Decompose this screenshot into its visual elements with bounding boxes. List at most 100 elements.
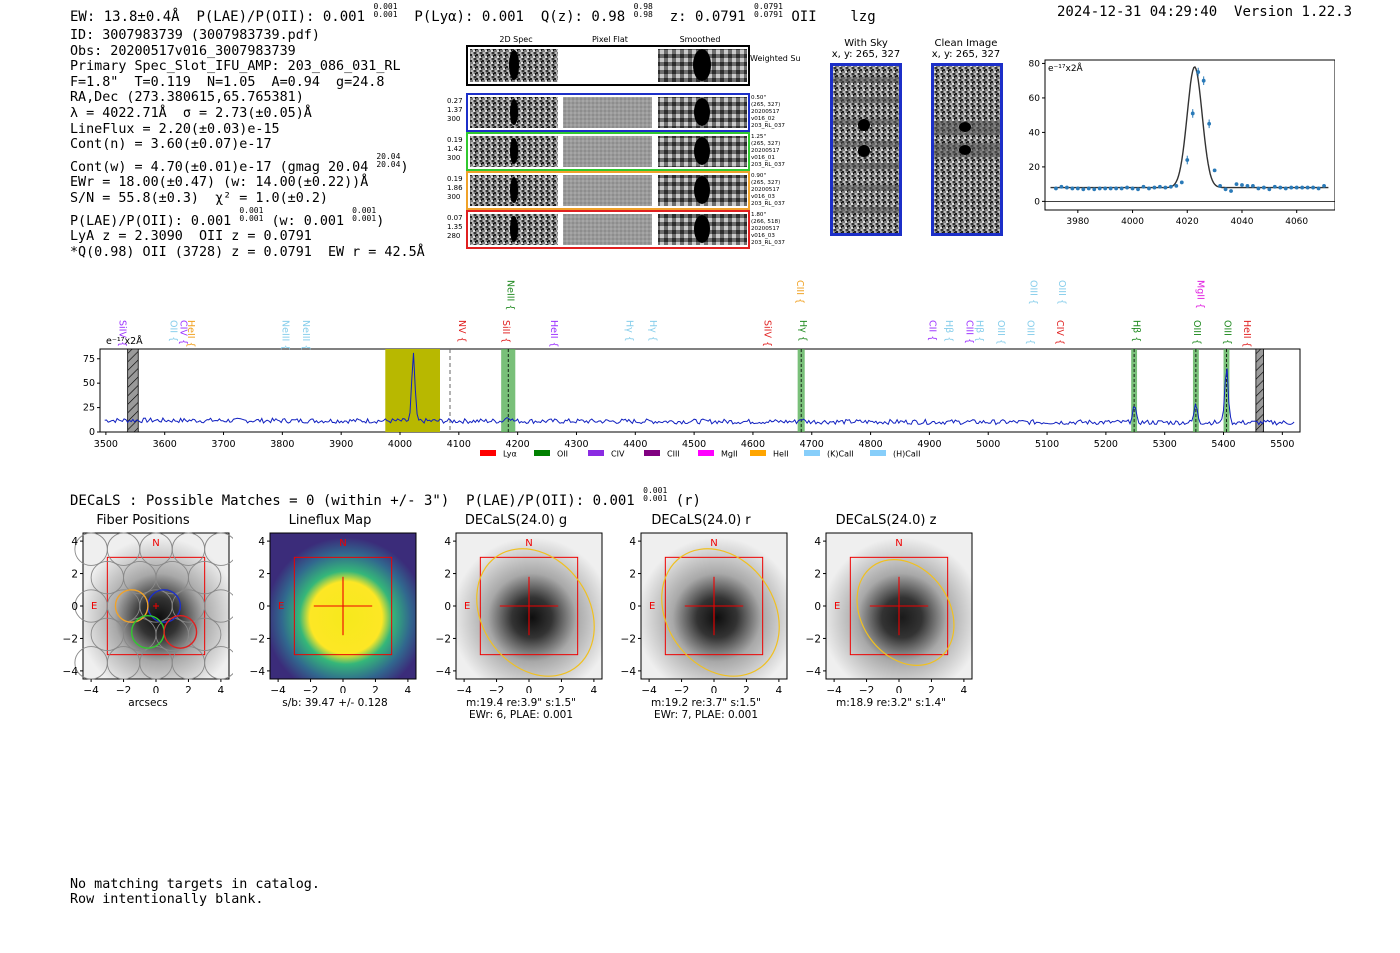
cutout-right-label: 203_RL_037 (751, 240, 785, 246)
catalog-note-line2: Row intentionally blank. (70, 892, 264, 907)
fit-data-point (1075, 186, 1080, 191)
fit-data-point (1267, 187, 1272, 192)
fit-data-point (1125, 185, 1129, 190)
compass-e: E (834, 601, 840, 612)
cutout-source-smoothed (694, 215, 710, 243)
spectrum-legend-label: MgII (721, 450, 738, 459)
panel-caption: m:19.2 re:3.7" s:1.5" EWr: 7, PLAE: 0.001 (651, 697, 761, 721)
fit-xtick-label: 4000 (1121, 217, 1144, 227)
panel-title: Lineflux Map (288, 513, 372, 528)
header-meta: 2024-12-31 04:29:40 Version 1.22.3 (1057, 4, 1352, 20)
panel-xtick-label: −4 (270, 685, 286, 693)
spectrum-xtick-label: 4000 (388, 439, 412, 450)
fit-ylabel: e⁻¹⁷x2Å (1048, 62, 1084, 74)
panel-xtick-label: 2 (372, 685, 379, 693)
cutout-left-label: 1.86 (447, 184, 463, 192)
panel-xtick-label: −2 (489, 685, 504, 693)
fiber-circle (204, 589, 233, 623)
panel-xtick-label: −4 (456, 685, 472, 693)
decals-panel-image: N E 4 2 0 −2 −4 −4 −2 0 2 4 (250, 532, 417, 693)
spectrum-line-label-text: OIII { (1191, 320, 1202, 345)
compass-n: N (339, 538, 346, 549)
panel-title: Fiber Positions (96, 513, 190, 528)
catalog-note: No matching targets in catalog. Row inten… (70, 877, 320, 907)
cutout-left-label: 0.07 (447, 214, 463, 222)
info-id: ID: 3007983739 (3007983739.pdf) (70, 28, 320, 43)
panel-xtick-label: −2 (303, 685, 318, 693)
fit-data-point (1294, 185, 1299, 190)
panel-xtick-label: 4 (961, 685, 968, 693)
spectrum-line-label: Hβ { (973, 320, 984, 342)
spectrum-xtick-label: 4800 (858, 439, 882, 450)
decals-headline: DECaLS : Possible Matches = 0 (within +/… (70, 486, 701, 510)
panel-xtick-label: 0 (711, 685, 718, 693)
spectrum-line-label: OIII { (1222, 320, 1233, 345)
spectrum-line-label-text: OIII { (1028, 280, 1039, 305)
spectrum-line-label-text: HeII { (1241, 320, 1252, 348)
spectrum-legend-label: OII (557, 450, 568, 459)
spectrum-legend-swatch (870, 450, 886, 456)
cutout-left-label: 1.35 (447, 223, 463, 231)
panel-title: DECaLS(24.0) g (464, 513, 568, 528)
spectrum-line-label: Hβ { (943, 320, 954, 342)
spectrum-legend-label: HeII (773, 450, 789, 459)
weighted-sum-row: Weighted Sum (466, 45, 800, 86)
fit-xtick-label: 3980 (1066, 217, 1089, 227)
cutout-source-smoothed (694, 98, 710, 126)
fit-data-point (1311, 185, 1316, 190)
cutout-right-label: 20200517 (751, 187, 780, 193)
spectrum-xtick-label: 3600 (153, 439, 177, 450)
spectrum-line-label-text: SiIV { (116, 320, 127, 347)
spectrum-line-label-text: CII { (926, 320, 937, 341)
panel-caption: m:19.4 re:3.9" s:1.5" EWr: 6, PLAE: 0.001 (466, 697, 576, 721)
fit-data-point (1054, 186, 1058, 191)
spectrum-legend-label: (H)CaII (893, 450, 920, 459)
fit-data-point (1305, 185, 1310, 190)
info-q: *Q(0.98) OII (3728) z = 0.0791 EW r = 42… (70, 244, 425, 260)
spectrum-line-label: OIII { (1028, 280, 1039, 305)
cutout-right-label: v016_03 (751, 194, 775, 200)
decals-panel-image: N E 4 2 0 −2 −4 −4 −2 0 2 4 (806, 532, 973, 693)
fit-data-point (1185, 158, 1190, 162)
with-sky-image (830, 63, 902, 236)
panel-ytick-label: 2 (629, 569, 636, 581)
fit-data-point (1174, 183, 1179, 188)
spectrum-line-label-text: CIV { (178, 320, 189, 345)
info-plae: P(LAE)/P(OII): 0.001 0.001 0.001 (w: 0.00… (70, 205, 385, 229)
aperture-box (479, 556, 579, 656)
compass-e: E (649, 601, 655, 612)
spectrum-ytick-label: 25 (83, 403, 95, 414)
spectrum-xtick-label: 4400 (623, 439, 647, 450)
fit-data-point (1316, 186, 1321, 191)
fit-data-point (1201, 78, 1206, 83)
panel-ytick-label: −2 (63, 633, 78, 645)
fit-ytick-label: 80 (1029, 59, 1041, 69)
fit-data-point (1158, 184, 1162, 189)
cutout-source (510, 216, 518, 242)
fit-data-point (1081, 187, 1086, 192)
panel-ytick-label: −4 (250, 666, 265, 678)
compass-n: N (895, 538, 902, 549)
cutout-right-label: 203_RL_037 (751, 123, 785, 129)
panel-ytick-label: −2 (436, 633, 451, 645)
fit-data-point (1152, 185, 1157, 190)
fit-data-point (1234, 182, 1239, 187)
spectrum-line-label: NV { (456, 320, 467, 343)
spectrum-line-label-text: OIII { (1222, 320, 1233, 345)
cutout-right-label: v016_01 (751, 155, 775, 161)
spectrum-xtick-label: 5300 (1153, 439, 1177, 450)
fit-data-point (1300, 185, 1305, 190)
spectrum-line-label-text: CIII { (963, 320, 974, 344)
fit-data-point (1147, 186, 1151, 191)
spectrum-xtick-label: 3800 (270, 439, 294, 450)
info-lineflux: LineFlux = 2.20(±0.03)e-15 (70, 121, 280, 137)
cutout-left-label: 280 (447, 232, 460, 240)
cutout-right-label: (265, 327) (751, 180, 780, 186)
fit-data-point (1229, 189, 1233, 193)
fit-data-point (1212, 168, 1217, 173)
timestamp: 2024-12-31 04:29:40 (1057, 4, 1218, 20)
spectrum-line-label: HeII { (185, 320, 196, 348)
panel-xtick-label: 2 (185, 685, 192, 693)
cutout-source (510, 177, 518, 203)
